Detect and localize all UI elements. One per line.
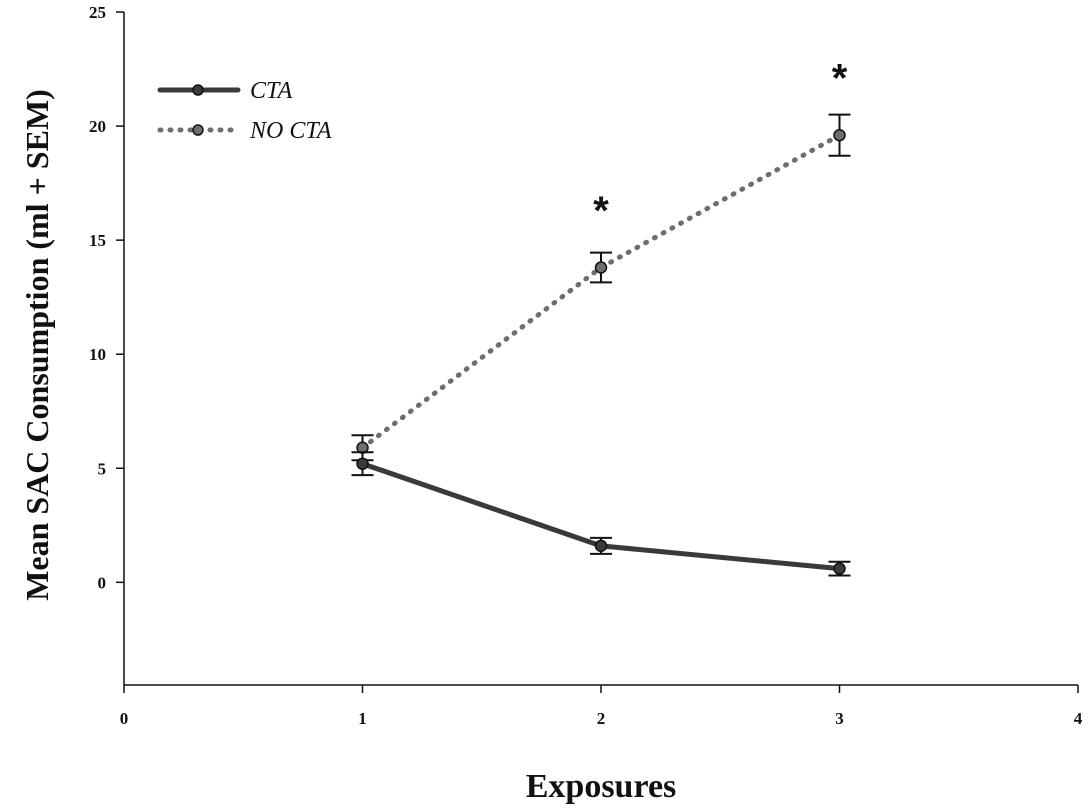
x-tick-group (123, 685, 1079, 693)
x-tick-label: 4 (1074, 709, 1083, 728)
legend-item-cta: CTA (157, 78, 293, 104)
y-axis-title: Mean SAC Consumption (ml + SEM) (19, 89, 55, 601)
significance-marker: * (832, 57, 848, 101)
data-point-no-cta (833, 128, 846, 142)
legend-marker-cta (192, 84, 204, 96)
x-tick-label: 1 (358, 709, 367, 728)
legend-marker-no-cta (192, 124, 204, 136)
legend-label-no-cta: NO CTA (249, 118, 332, 144)
plot-area: ** (351, 57, 851, 577)
y-tick-label: 5 (98, 459, 107, 478)
x-tick-label: 3 (835, 709, 844, 728)
y-axis: 0 5 10 15 20 25 Mean SAC Consumption (ml… (19, 3, 125, 685)
y-tick-group (116, 11, 124, 584)
significance-marker: * (593, 189, 609, 233)
data-point-cta (594, 539, 608, 553)
y-tick-label: 10 (89, 345, 106, 364)
y-tick-label: 15 (89, 231, 106, 250)
y-tick-label: 25 (89, 3, 106, 22)
y-tick-label: 0 (98, 573, 107, 592)
legend-label-cta: CTA (250, 78, 293, 104)
data-point-no-cta (594, 261, 608, 274)
y-tick-label-group: 0 5 10 15 20 25 (89, 3, 106, 592)
y-tick-label: 20 (89, 117, 106, 136)
x-axis: 0 1 2 3 4 Exposures (120, 684, 1083, 805)
x-tick-label: 0 (120, 709, 129, 728)
x-tick-label-group: 0 1 2 3 4 (120, 709, 1083, 728)
data-point-cta (833, 562, 846, 575)
data-point-cta (356, 457, 369, 470)
series-line-no-cta (360, 132, 842, 451)
legend: CTA NO CTA (157, 78, 332, 144)
legend-item-no-cta: NO CTA (157, 118, 332, 144)
x-tick-label: 2 (597, 709, 606, 728)
x-axis-title: Exposures (526, 768, 677, 805)
